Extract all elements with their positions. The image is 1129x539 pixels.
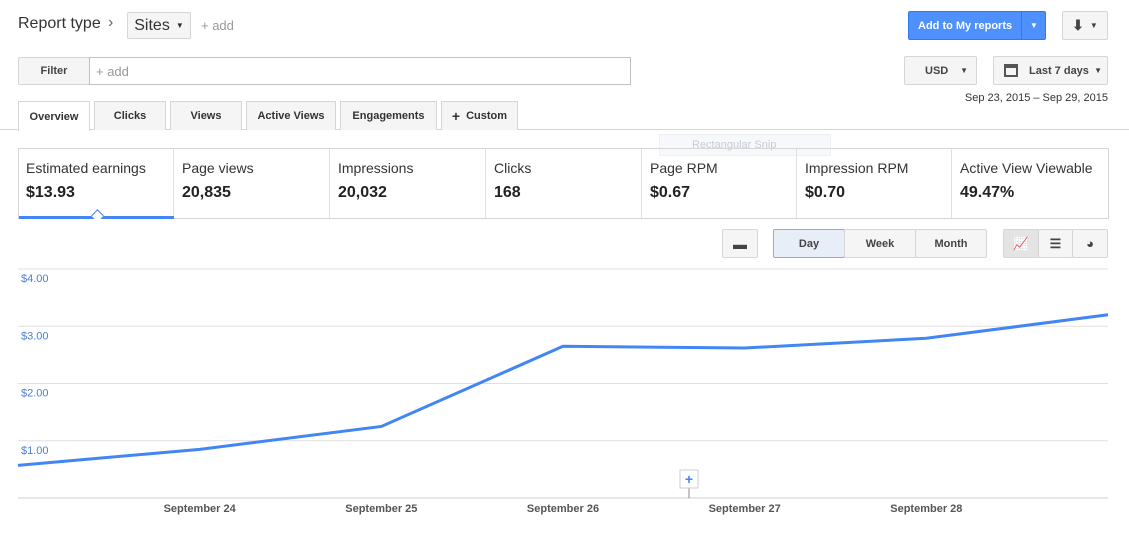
- metric[interactable]: Estimated earnings $13.93: [18, 149, 174, 218]
- x-tick-label: September 25: [345, 503, 417, 515]
- x-tick-label: September 28: [890, 503, 962, 515]
- tab[interactable]: Clicks: [94, 101, 166, 130]
- filter-label: Filter: [40, 65, 68, 77]
- annotations-button[interactable]: ▬: [722, 229, 758, 258]
- pie-chart-button[interactable]: ◕: [1072, 229, 1108, 258]
- metric-name: Page RPM: [650, 160, 718, 176]
- annotation-add[interactable]: [679, 469, 699, 489]
- report-type: Report type: [18, 15, 101, 32]
- y-tick-label: $1.00: [21, 445, 49, 457]
- caret: ▼: [175, 21, 184, 30]
- metric-value: 20,835: [182, 184, 231, 201]
- tab[interactable]: Engagements: [340, 101, 437, 130]
- metric-value: 20,032: [338, 184, 387, 201]
- y-tick-label: $2.00: [21, 388, 49, 400]
- granularity-button[interactable]: Day: [773, 229, 845, 258]
- metric[interactable]: Impressions 20,032: [330, 149, 486, 218]
- tab[interactable]: Overview: [18, 101, 90, 131]
- filter-button[interactable]: Filter: [18, 57, 90, 85]
- metric-name: Active View Viewable: [960, 160, 1093, 176]
- breadcrumb-arrow: ›: [108, 14, 114, 31]
- metric-name: Page views: [182, 160, 254, 176]
- tab-baseline: [0, 129, 1129, 130]
- tab: Custom: [466, 110, 508, 122]
- tab[interactable]: Active Views: [246, 101, 336, 130]
- metric-name: Estimated earnings: [26, 160, 146, 176]
- date-range-dropdown[interactable]: Last 7 days ▼: [993, 56, 1108, 85]
- metric-value: 168: [494, 184, 521, 201]
- granularity-button[interactable]: Week: [844, 229, 916, 258]
- currency: USD: [925, 64, 949, 77]
- bar-chart-button[interactable]: ☰: [1038, 229, 1073, 258]
- dimension-dropdown[interactable]: Sites ▼: [127, 12, 191, 39]
- add-dimension[interactable]: + add: [201, 18, 234, 33]
- download-button[interactable]: ⬇ ▼: [1062, 11, 1108, 40]
- chart: September 28 September 27 September 26 Sept…: [17, 268, 1109, 515]
- add-to-reports-button[interactable]: Add to My reports ▼: [908, 11, 1046, 40]
- y-tick-label: $3.00: [21, 330, 49, 342]
- annotation-plus: +: [685, 471, 693, 487]
- metric[interactable]: Impression RPM $0.70: [797, 149, 952, 218]
- metric[interactable]: Page views 20,835: [174, 149, 330, 218]
- filter-placeholder: + add: [96, 64, 129, 79]
- line: [17, 313, 1109, 467]
- metric[interactable]: Active View Viewable 49.47%: [952, 149, 1109, 218]
- metric[interactable]: Clicks 168: [486, 149, 642, 218]
- metric-value: $13.93: [26, 184, 75, 201]
- metric-value: $0.70: [805, 184, 846, 201]
- y-tick-label: $4.00: [21, 273, 49, 285]
- line-chart-button[interactable]: 📈: [1003, 229, 1039, 258]
- currency-dropdown[interactable]: USD ▼: [904, 56, 977, 85]
- x-tick-label: September 27: [709, 503, 781, 515]
- add-to-reports: Add to My reports: [918, 19, 1013, 32]
- date-range-label: Last 7 days: [1029, 64, 1089, 77]
- metric-value: $0.67: [650, 184, 691, 201]
- filter-input[interactable]: + add: [89, 57, 631, 85]
- tab[interactable]: Views: [170, 101, 242, 130]
- metric-name: Impression RPM: [805, 160, 909, 176]
- granularity-button[interactable]: Month: [915, 229, 987, 258]
- custom-tab[interactable]: + Custom: [441, 101, 518, 130]
- metrics-panel: [18, 148, 1109, 219]
- x-tick-label: September 26: [527, 503, 599, 515]
- metric[interactable]: Page RPM $0.67: [642, 149, 797, 218]
- metric-value: 49.47%: [960, 184, 1015, 201]
- date-range-dates: Sep 23, 2015 – Sep 29, 2015: [964, 92, 1108, 104]
- metric-name: Impressions: [338, 160, 414, 176]
- x-tick-label: September 24: [164, 503, 237, 515]
- dimension: Sites: [134, 16, 170, 34]
- metric-name: Clicks: [494, 160, 532, 176]
